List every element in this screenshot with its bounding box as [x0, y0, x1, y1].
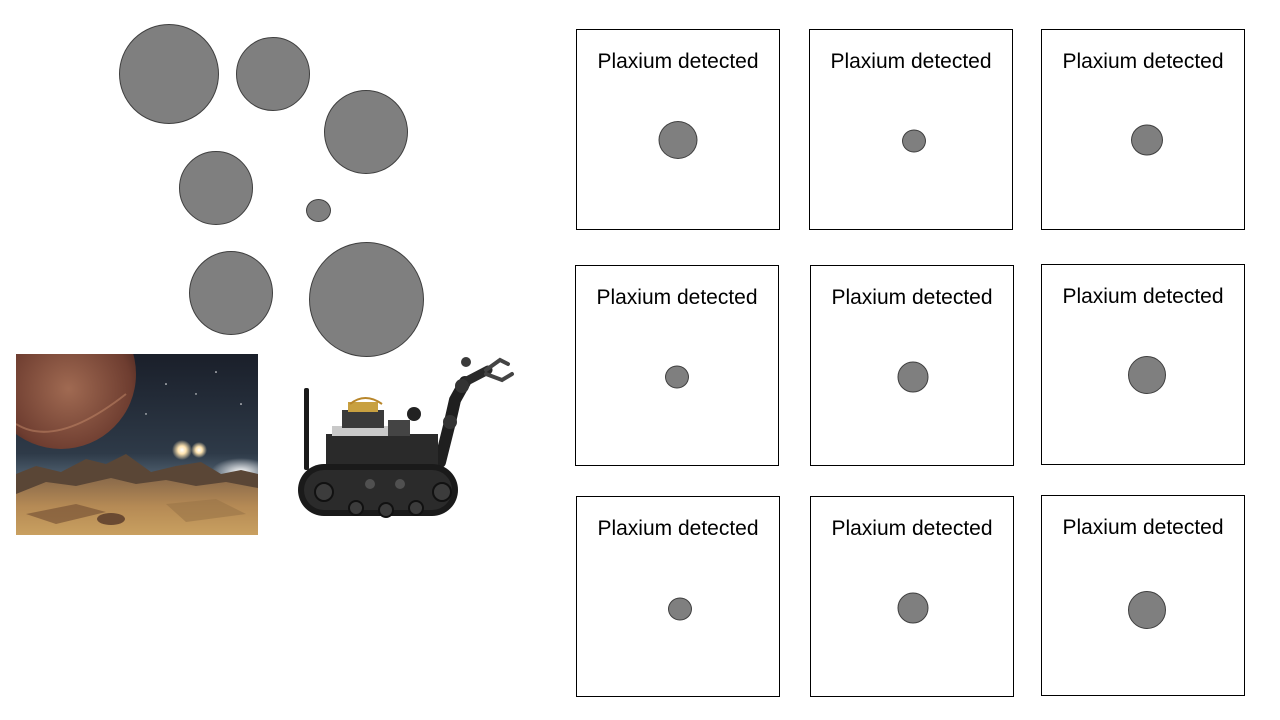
detection-card-7: Plaxium detected: [576, 496, 780, 697]
detection-card-6: Plaxium detected: [1041, 264, 1245, 465]
sample-blob-5: [306, 199, 331, 222]
plaxium-sample-dot: [658, 121, 698, 159]
sample-blob-7: [309, 242, 424, 357]
sample-blob-4: [179, 151, 253, 225]
detection-label: Plaxium detected: [1062, 285, 1224, 308]
detection-card-2: Plaxium detected: [809, 29, 1013, 230]
detection-card-3: Plaxium detected: [1041, 29, 1245, 230]
detection-label: Plaxium detected: [830, 50, 992, 73]
sample-blob-6: [189, 251, 273, 335]
planet-landscape-image: [16, 354, 258, 535]
robot-image: [298, 357, 514, 518]
detection-label: Plaxium detected: [597, 517, 759, 540]
detection-card-8: Plaxium detected: [810, 496, 1014, 697]
detection-label: Plaxium detected: [597, 50, 759, 73]
sample-blob-2: [236, 37, 310, 111]
plaxium-sample-dot: [1128, 591, 1166, 629]
sample-blob-3: [324, 90, 408, 174]
plaxium-sample-dot: [1128, 356, 1166, 394]
plaxium-sample-dot: [668, 597, 692, 621]
plaxium-sample-dot: [897, 592, 929, 624]
plaxium-sample-dot: [897, 361, 929, 393]
detection-label: Plaxium detected: [1062, 516, 1224, 539]
detection-label: Plaxium detected: [831, 286, 993, 309]
detection-label: Plaxium detected: [831, 517, 993, 540]
plaxium-sample-dot: [1131, 124, 1163, 156]
detection-card-5: Plaxium detected: [810, 265, 1014, 466]
plaxium-sample-dot: [665, 365, 689, 389]
sample-blob-1: [119, 24, 219, 124]
detection-label: Plaxium detected: [596, 286, 758, 309]
detection-card-4: Plaxium detected: [575, 265, 779, 466]
detection-card-9: Plaxium detected: [1041, 495, 1245, 696]
plaxium-sample-dot: [902, 129, 926, 153]
detection-card-1: Plaxium detected: [576, 29, 780, 230]
detection-label: Plaxium detected: [1062, 50, 1224, 73]
